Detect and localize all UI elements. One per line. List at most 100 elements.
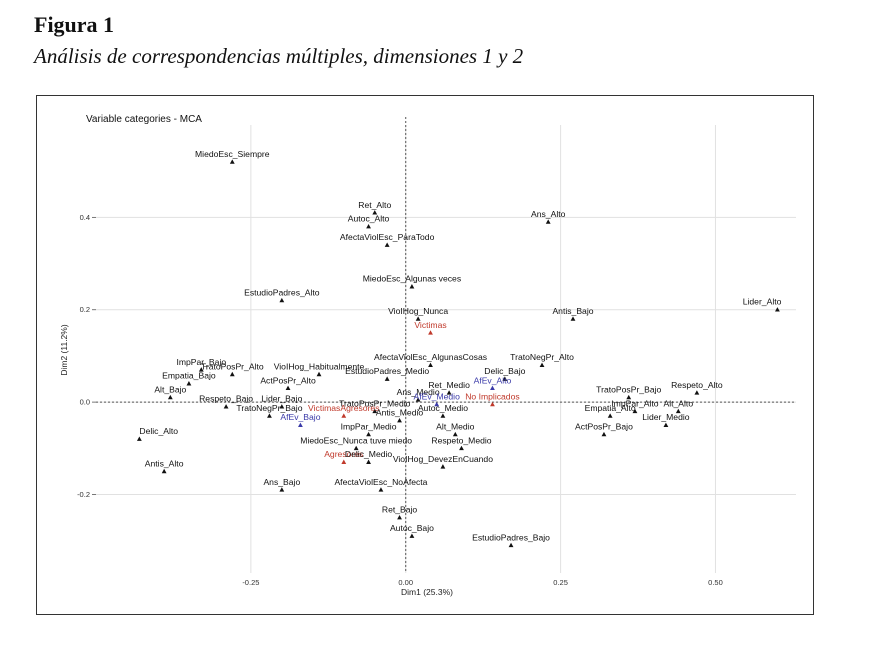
point-label: ActPosPr_Alto	[260, 375, 316, 385]
point-label: Victimas	[414, 320, 446, 330]
point-marker	[539, 362, 545, 367]
point-marker	[694, 390, 700, 395]
point-label: TratoNegPr_Bajo	[236, 403, 302, 413]
point-label: EstudioPadres_Alto	[244, 288, 320, 298]
point-marker	[366, 459, 371, 464]
point-marker	[341, 413, 347, 418]
point-label: Ret_Alto	[358, 200, 391, 210]
point-marker	[446, 390, 452, 395]
point-label: EstudioPadres_Bajo	[472, 532, 550, 542]
y-tick-label: -0.2	[77, 490, 90, 499]
point-marker	[428, 362, 433, 367]
point-marker	[372, 408, 378, 414]
point-marker	[490, 401, 495, 407]
point-marker	[267, 413, 272, 418]
point-label: Antis_Alto	[145, 458, 184, 468]
point-marker	[372, 210, 378, 215]
point-label: TratoPosPr_Alto	[201, 361, 264, 371]
point-marker	[285, 385, 291, 391]
ticks: -0.25 0.00 0.25 0.50 -0.2 0.0 0.2 0.4	[77, 213, 723, 587]
point-label: Delic_Alto	[139, 426, 178, 436]
zero-axes	[96, 117, 796, 573]
point-marker	[384, 242, 390, 247]
point-label: Ret_Bajo	[382, 505, 418, 515]
point-marker	[353, 445, 359, 451]
point-label: Delic_Bajo	[484, 366, 525, 376]
point-label: Empatia_Alto	[585, 403, 636, 413]
point-marker	[428, 330, 433, 335]
point-marker	[775, 307, 780, 312]
point-marker	[409, 533, 415, 538]
point-label: Alt_Bajo	[154, 384, 186, 394]
points: MiedoEsc_Siempre Ret_Alto Autoc_Alto Afecta…	[136, 149, 782, 548]
point-marker	[452, 431, 458, 437]
point-label: AfectaViolEsc_NoAfecta	[334, 477, 427, 487]
point-label: AfectaViolEsc_ParaTodo	[340, 232, 435, 242]
point-label: VioIHog_Nunca	[388, 306, 448, 316]
point-marker	[508, 542, 514, 548]
point-marker	[186, 381, 192, 386]
x-axis-title: Dim1 (25.3%)	[401, 587, 453, 597]
point-marker	[198, 367, 204, 372]
point-label: MiedoEsc_Siempre	[195, 149, 270, 159]
point-marker	[545, 219, 551, 224]
point-label: AfEv_Bajo	[280, 412, 320, 422]
point-marker	[459, 445, 464, 451]
point-label: AfEv_Alto	[474, 375, 512, 385]
x-tick-label: 0.00	[398, 578, 413, 587]
point-label: Antis_Medio	[376, 408, 424, 418]
point-marker	[384, 376, 390, 381]
point-marker	[223, 404, 229, 409]
point-label: Ans_Bajo	[263, 477, 300, 487]
y-tick-label: 0.4	[80, 213, 90, 222]
point-label: Lider_Bajo	[261, 394, 302, 404]
point-label: Ans_Medio	[397, 387, 440, 397]
point-label: Respeto_Alto	[671, 380, 723, 390]
point-marker	[397, 417, 402, 423]
point-label: ImpPar_Medio	[341, 421, 397, 431]
chart-frame	[36, 95, 814, 615]
point-label: MiedoEsc_Nunca tuve miedo	[300, 435, 412, 445]
chart-title: Variable categories - MCA	[86, 114, 202, 125]
point-marker	[136, 436, 142, 441]
x-tick-label: 0.25	[553, 578, 568, 587]
point-marker	[378, 487, 384, 492]
point-label: EstudioPadres_Medio	[345, 366, 429, 376]
point-marker	[502, 376, 508, 381]
point-label: Empatia_Bajo	[162, 371, 216, 381]
point-label: VioIHog_DevezEnCuando	[393, 454, 493, 464]
point-marker	[570, 316, 576, 321]
figure-caption: Análisis de correspondencias múltiples, …	[34, 44, 524, 68]
point-marker	[415, 397, 421, 402]
point-label: Agresores	[324, 449, 363, 459]
point-label: VioIHog_Habitualmente	[274, 361, 365, 371]
mca-chart: -0.25 0.00 0.25 0.50 -0.2 0.0 0.2 0.4 MiedoEsc_…	[36, 95, 814, 615]
point-marker	[440, 464, 446, 469]
point-label: VictimasAgresores	[308, 403, 379, 413]
point-marker	[279, 487, 285, 492]
point-marker	[279, 404, 285, 409]
point-label: Autoc_Bajo	[390, 523, 434, 533]
point-marker	[607, 413, 613, 418]
y-axis-title: Dim2 (11.2%)	[59, 324, 69, 375]
point-label: Alt_Medio	[436, 421, 474, 431]
point-marker	[440, 413, 446, 418]
figure-label: Figura 1	[34, 12, 115, 37]
point-label: Autoc_Medio	[418, 403, 468, 413]
point-marker	[366, 431, 371, 437]
point-marker	[675, 408, 681, 414]
point-label: Lider_Alto	[743, 297, 782, 307]
point-label: Delic_Medio	[345, 449, 393, 459]
point-label: Ret_Medio	[428, 380, 470, 390]
y-tick-label: 0.2	[80, 305, 90, 314]
point-marker	[632, 408, 638, 414]
point-marker	[316, 371, 322, 377]
point-marker	[341, 459, 347, 464]
point-label: ActPosPr_Bajo	[575, 421, 633, 431]
point-label: Ans_Alto	[531, 209, 566, 219]
point-marker	[366, 224, 371, 229]
x-tick-label: -0.25	[242, 578, 259, 587]
point-label: Respeto_Medio	[431, 435, 491, 445]
point-marker	[409, 284, 415, 289]
point-label: AfEv_Medio	[414, 391, 461, 401]
